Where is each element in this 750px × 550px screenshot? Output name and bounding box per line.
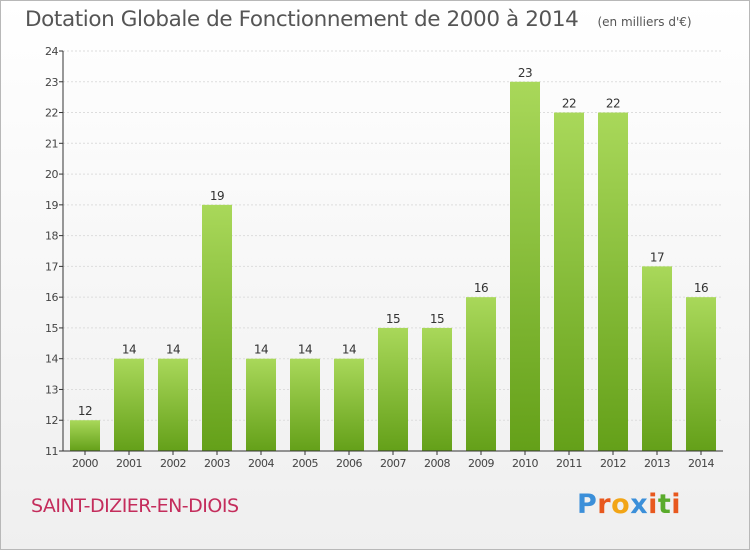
bar [334, 358, 364, 451]
bar-value-label: 14 [166, 343, 180, 357]
y-tick-label: 16 [45, 291, 58, 304]
y-tick-label: 13 [45, 383, 58, 396]
bar-value-label: 23 [518, 66, 532, 80]
logo-letter: o [611, 489, 631, 520]
bar-value-label: 22 [606, 97, 620, 111]
y-tick-label: 21 [45, 137, 58, 150]
bar-value-label: 16 [694, 281, 708, 295]
bar [554, 112, 584, 452]
logo-letter: i [648, 489, 658, 520]
bar [422, 327, 452, 451]
x-tick-label: 2013 [644, 457, 670, 470]
bar [466, 297, 496, 451]
logo-letter: P [577, 489, 598, 520]
y-tick-label: 14 [45, 353, 58, 366]
x-tick-label: 2000 [72, 457, 98, 470]
bar-value-label: 14 [254, 343, 268, 357]
title-block: Dotation Globale de Fonctionnement de 20… [25, 7, 692, 32]
x-tick-label: 2004 [248, 457, 274, 470]
bar [598, 112, 628, 452]
x-tick-label: 2007 [380, 457, 406, 470]
x-tick-label: 2001 [116, 457, 142, 470]
x-tick-label: 2002 [160, 457, 186, 470]
bar-value-label: 15 [430, 312, 444, 326]
bar [114, 358, 144, 451]
y-tick-label: 24 [45, 45, 58, 58]
bar-value-label: 12 [78, 404, 92, 418]
bar-value-label: 16 [474, 281, 488, 295]
logo-letter: x [630, 489, 649, 520]
y-tick-label: 20 [45, 168, 58, 181]
bar [686, 297, 716, 451]
bar [642, 266, 672, 451]
logo-letter: i [671, 489, 682, 520]
x-tick-label: 2003 [204, 457, 230, 470]
bar [510, 81, 540, 452]
y-tick-label: 11 [45, 445, 58, 458]
proxiti-logo: Proxiti [577, 489, 681, 520]
bar-value-label: 15 [386, 312, 400, 326]
bar [246, 358, 276, 451]
x-tick-label: 2014 [688, 457, 714, 470]
bar-value-label: 22 [562, 97, 576, 111]
y-tick-label: 22 [45, 107, 58, 120]
bar [70, 420, 100, 451]
x-tick-label: 2009 [468, 457, 494, 470]
y-tick-label: 17 [45, 260, 58, 273]
y-tick-label: 19 [45, 199, 58, 212]
y-tick-label: 12 [45, 414, 58, 427]
bar [378, 327, 408, 451]
chart-subtitle: (en milliers d'€) [597, 15, 692, 29]
commune-name: SAINT-DIZIER-EN-DIOIS [31, 495, 239, 517]
logo-letter: r [597, 489, 612, 520]
bar-value-label: 14 [298, 343, 312, 357]
x-tick-label: 2005 [292, 457, 318, 470]
y-tick-label: 23 [45, 76, 58, 89]
bar [158, 358, 188, 451]
bar-value-label: 14 [342, 343, 356, 357]
x-tick-label: 2010 [512, 457, 538, 470]
x-tick-label: 2006 [336, 457, 362, 470]
bar-value-label: 19 [210, 189, 224, 203]
bar-value-label: 14 [122, 343, 136, 357]
x-tick-label: 2012 [600, 457, 626, 470]
y-tick-label: 18 [45, 230, 58, 243]
bar [290, 358, 320, 451]
bar-value-label: 17 [650, 250, 664, 264]
x-tick-label: 2008 [424, 457, 450, 470]
chart-title: Dotation Globale de Fonctionnement de 20… [25, 7, 579, 32]
y-tick-label: 15 [45, 322, 58, 335]
logo-letter: t [657, 489, 672, 520]
x-tick-label: 2011 [556, 457, 582, 470]
bar [202, 204, 232, 451]
